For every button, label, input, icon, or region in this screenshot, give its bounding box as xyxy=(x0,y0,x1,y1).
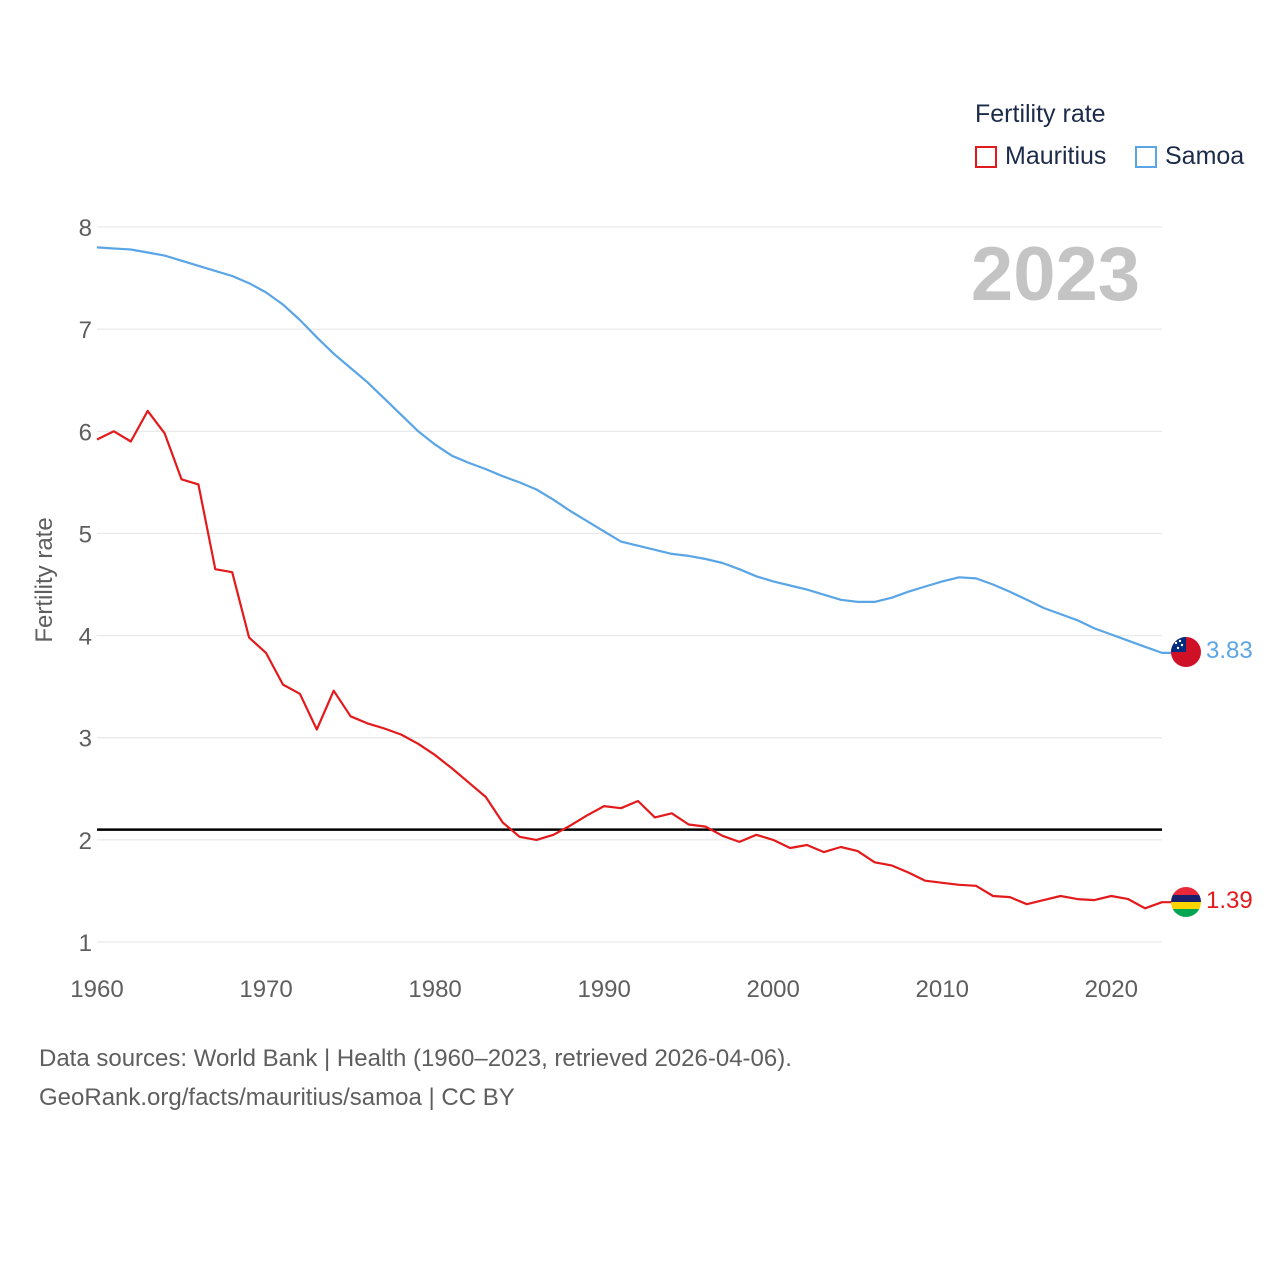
y-tick-label: 4 xyxy=(79,624,92,651)
x-tick-label: 1990 xyxy=(577,976,630,1003)
y-tick-label: 8 xyxy=(79,215,92,242)
y-tick-label: 2 xyxy=(79,828,92,855)
year-watermark: 2023 xyxy=(971,232,1140,317)
mauritius-swatch xyxy=(975,145,997,168)
series-line-mauritius xyxy=(96,409,1172,910)
y-tick-label: 5 xyxy=(79,521,92,548)
mauritius-end-value: 1.39 xyxy=(1206,887,1253,914)
legend-item-mauritius[interactable]: Mauritius xyxy=(975,142,1106,171)
samoa-end-value: 3.83 xyxy=(1206,637,1253,664)
x-tick-label: 2000 xyxy=(746,976,799,1003)
samoa-flag-icon xyxy=(1171,637,1201,667)
x-tick-label: 1970 xyxy=(239,976,292,1003)
x-tick-label: 1980 xyxy=(408,976,461,1003)
y-tick-label: 6 xyxy=(79,419,92,446)
legend-title: Fertility rate xyxy=(975,100,1106,128)
x-tick-label: 2020 xyxy=(1085,976,1138,1003)
x-tick-label: 2010 xyxy=(916,976,969,1003)
x-axis-ticks: 1960 1970 1980 1990 2000 2010 2020 xyxy=(70,976,1138,1003)
y-tick-label: 3 xyxy=(79,726,92,753)
series-line-samoa xyxy=(96,246,1172,655)
y-axis-label: Fertility rate xyxy=(31,517,58,642)
y-tick-label: 1 xyxy=(79,930,92,957)
x-tick-label: 1960 xyxy=(70,976,123,1003)
series-lines xyxy=(96,246,1172,910)
legend-label-mauritius: Mauritius xyxy=(1005,142,1107,170)
legend-label-samoa: Samoa xyxy=(1165,142,1245,170)
y-tick-label: 7 xyxy=(79,317,92,344)
source-line-2[interactable]: GeoRank.org/facts/mauritius/samoa | CC B… xyxy=(39,1084,515,1111)
gridlines xyxy=(97,226,1162,943)
samoa-swatch xyxy=(1135,145,1157,168)
legend-item-samoa[interactable]: Samoa xyxy=(1135,142,1244,171)
y-axis-ticks: 1 2 3 4 5 6 7 8 xyxy=(79,215,92,957)
mauritius-flag-icon xyxy=(1171,887,1201,917)
source-line-1: Data sources: World Bank | Health (1960–… xyxy=(39,1045,792,1072)
